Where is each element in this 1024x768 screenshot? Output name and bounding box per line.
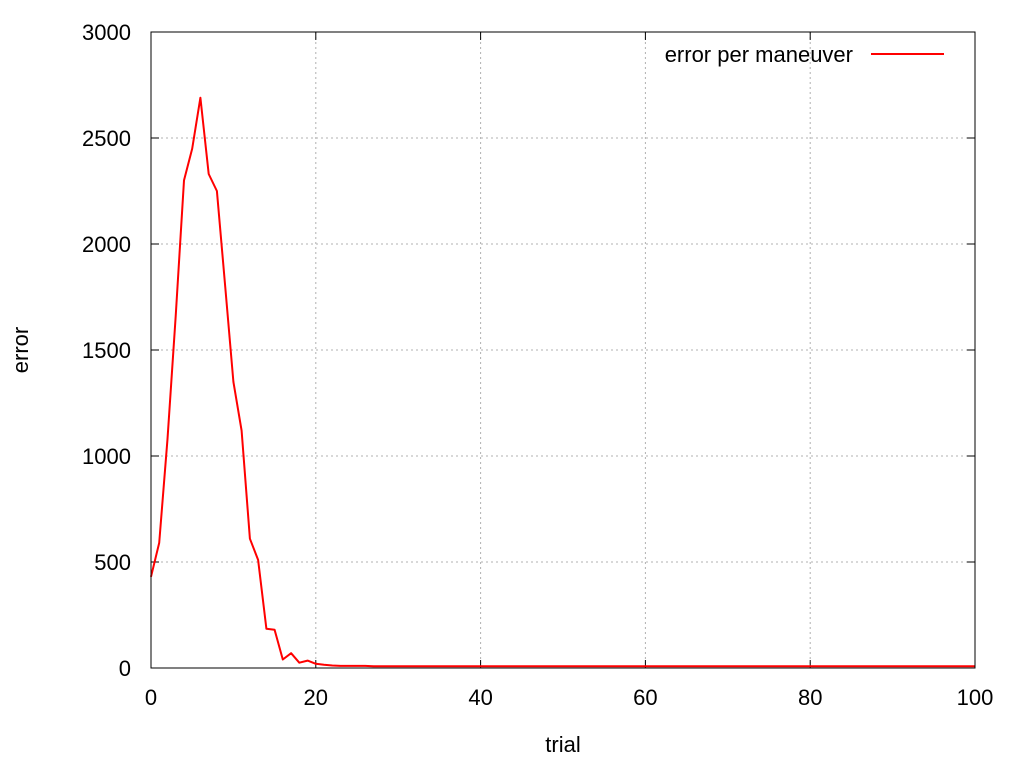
y-tick-label: 2000 bbox=[82, 232, 131, 257]
y-tick-label: 0 bbox=[119, 656, 131, 681]
series-layer bbox=[150, 96, 975, 668]
x-tick-label: 0 bbox=[145, 685, 157, 710]
x-tick-label: 20 bbox=[304, 685, 328, 710]
x-tick-label: 100 bbox=[957, 685, 994, 710]
y-tick-label: 2500 bbox=[82, 126, 131, 151]
y-tick-label: 1500 bbox=[82, 338, 131, 363]
y-axis-label: error bbox=[8, 327, 33, 373]
y-tick-label: 3000 bbox=[82, 20, 131, 45]
y-tick-label: 1000 bbox=[82, 444, 131, 469]
x-axis-label: trial bbox=[545, 732, 580, 757]
x-tick-label: 80 bbox=[798, 685, 822, 710]
y-tick-label: 500 bbox=[94, 550, 131, 575]
x-tick-label: 60 bbox=[633, 685, 657, 710]
plot-frame bbox=[150, 31, 976, 669]
grid-lines bbox=[151, 32, 975, 668]
x-tick-label: 40 bbox=[468, 685, 492, 710]
legend: error per maneuver bbox=[665, 42, 944, 67]
series-line-0 bbox=[150, 96, 975, 668]
legend-label: error per maneuver bbox=[665, 42, 853, 67]
